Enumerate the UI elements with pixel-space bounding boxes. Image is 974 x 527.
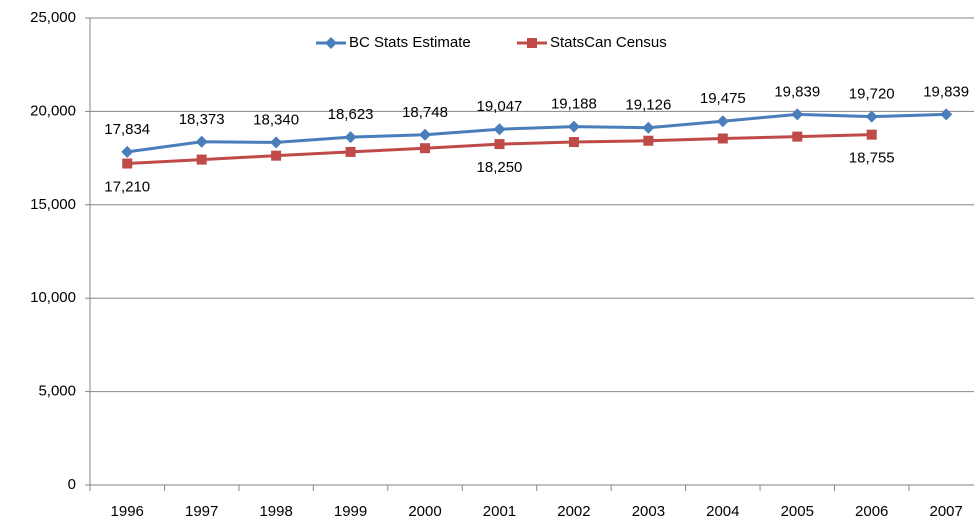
y-tick-label: 20,000 — [30, 102, 76, 119]
y-tick-label: 15,000 — [30, 196, 76, 213]
point — [196, 154, 207, 165]
point — [121, 145, 134, 158]
point — [270, 136, 283, 149]
point — [344, 131, 357, 144]
point — [271, 150, 282, 161]
legend-marker — [325, 37, 337, 49]
data-label: 19,839 — [774, 83, 820, 100]
point — [420, 143, 431, 154]
data-label: 17,210 — [104, 178, 150, 195]
x-tick-label: 2003 — [632, 503, 665, 520]
x-tick-label: 1999 — [334, 503, 367, 520]
data-label: 18,250 — [477, 159, 523, 176]
point — [345, 146, 356, 157]
x-tick-label: 2004 — [706, 503, 739, 520]
point — [643, 135, 654, 146]
point — [494, 139, 505, 150]
data-label: 18,748 — [402, 104, 448, 121]
data-label: 19,720 — [849, 86, 895, 103]
point — [791, 108, 804, 121]
point — [419, 128, 432, 141]
y-tick-label: 25,000 — [30, 9, 76, 26]
data-label: 19,475 — [700, 90, 746, 107]
x-tick-label: 2002 — [557, 503, 590, 520]
point — [122, 158, 133, 169]
x-tick-label: 2006 — [855, 503, 888, 520]
data-label: 19,188 — [551, 96, 597, 113]
x-tick-label: 2001 — [483, 503, 516, 520]
x-tick-label: 1998 — [259, 503, 292, 520]
point — [940, 108, 953, 121]
x-tick-label: 1996 — [111, 503, 144, 520]
point — [493, 123, 506, 136]
legend-marker — [527, 38, 537, 48]
series-line — [127, 112, 947, 154]
legend-label: BC Stats Estimate — [349, 34, 471, 51]
y-tick-label: 0 — [68, 476, 76, 493]
x-tick-label: 2007 — [929, 503, 962, 520]
data-label: 18,623 — [328, 106, 374, 123]
point — [717, 133, 728, 144]
point — [568, 137, 579, 148]
data-label: 19,047 — [477, 98, 523, 115]
y-tick-label: 10,000 — [30, 289, 76, 306]
point — [567, 120, 580, 133]
x-tick-label: 1997 — [185, 503, 218, 520]
point — [195, 135, 208, 148]
y-tick-label: 5,000 — [38, 383, 76, 400]
point — [865, 110, 878, 123]
x-tick-label: 2000 — [408, 503, 441, 520]
x-tick-label: 2005 — [781, 503, 814, 520]
data-label: 17,834 — [104, 121, 150, 138]
data-label: 19,126 — [625, 97, 671, 114]
data-label: 18,373 — [179, 111, 225, 128]
point — [642, 121, 655, 134]
point — [866, 129, 877, 140]
data-label: 18,340 — [253, 111, 299, 128]
data-label: 19,839 — [923, 83, 969, 100]
data-label: 18,755 — [849, 150, 895, 167]
point — [792, 131, 803, 142]
legend-label: StatsCan Census — [550, 34, 667, 51]
point — [716, 115, 729, 128]
